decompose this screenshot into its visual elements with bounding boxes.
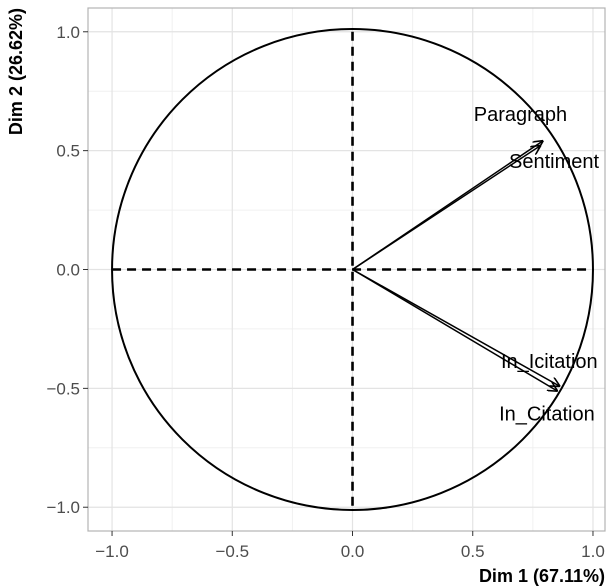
y-tick-label: 0.0 bbox=[56, 261, 80, 280]
y-tick-label: 0.5 bbox=[56, 142, 80, 161]
x-tick-label: −1.0 bbox=[95, 542, 129, 561]
label-paragraph: Paragraph bbox=[474, 104, 567, 126]
variable-labels: Paragraph Sentiment In_Icitation In_Citatio… bbox=[474, 104, 600, 426]
unit-circle bbox=[111, 28, 594, 511]
x-axis-title: Dim 1 (67.11%) bbox=[479, 566, 605, 586]
x-tick-label: 0.0 bbox=[341, 542, 365, 561]
x-axis-ticks: −1.0 −0.5 0.0 0.5 1.0 bbox=[95, 531, 605, 561]
y-tick-label: −1.0 bbox=[46, 498, 80, 517]
arrow-in-icitation bbox=[352, 268, 560, 386]
y-tick-label: 1.0 bbox=[56, 23, 80, 42]
label-in-citation: In_Citation bbox=[499, 404, 595, 426]
x-tick-label: 0.5 bbox=[461, 542, 485, 561]
x-tick-label: 1.0 bbox=[581, 542, 605, 561]
arrow-in-citation bbox=[352, 268, 557, 391]
variable-arrows bbox=[352, 141, 560, 391]
y-axis-title: Dim 2 (26.62%) bbox=[6, 8, 26, 135]
label-sentiment: Sentiment bbox=[509, 151, 599, 173]
x-tick-label: −0.5 bbox=[215, 542, 249, 561]
arrow-sentiment bbox=[352, 146, 541, 271]
y-axis-ticks: −1.0 −0.5 0.0 0.5 1.0 bbox=[46, 23, 88, 517]
y-tick-label: −0.5 bbox=[46, 379, 80, 398]
label-in-icitation: In_Icitation bbox=[501, 351, 598, 373]
